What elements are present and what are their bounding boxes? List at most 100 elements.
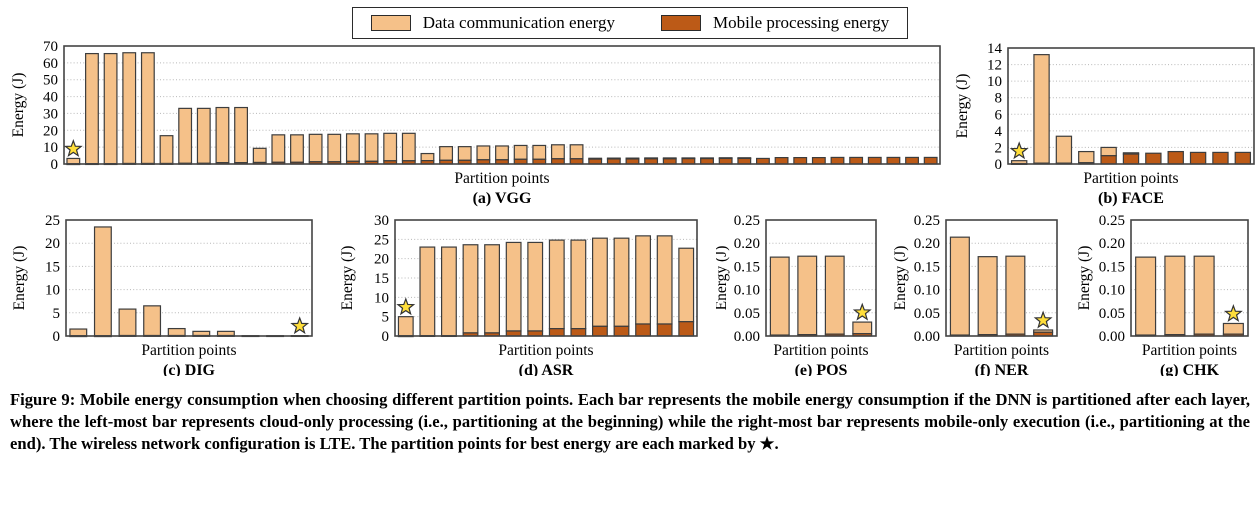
bar-communication-segment — [513, 144, 528, 160]
y-axis-tick-label: 2 — [995, 140, 1003, 156]
x-axis-label: Partition points — [773, 342, 868, 359]
bar-communication-segment — [678, 247, 695, 323]
best-energy-star-marker — [852, 302, 872, 321]
bar-processing-segment — [867, 156, 882, 165]
plot-border — [765, 219, 877, 337]
best-energy-star-marker — [290, 316, 310, 335]
bar-communication-segment — [1055, 135, 1073, 164]
y-axis-tick-label: 0.05 — [914, 306, 940, 322]
bar-communication-segment — [462, 244, 479, 334]
subplot-caption: (e) POS — [795, 362, 848, 376]
bar-processing-segment — [830, 156, 845, 165]
chart-face: 0 2 4 6 8 10 12 14 Energy (J) Partition points (b)… — [946, 41, 1260, 207]
y-axis-tick-label: 0.10 — [914, 283, 940, 299]
figure-caption: Figure 9: Mobile energy consumption when… — [10, 390, 1250, 454]
chart-dig: 0 5 10 15 20 25 Energy (J) Partition points (c) … — [8, 213, 318, 376]
best-energy-star-marker — [1033, 310, 1053, 329]
bar-processing-segment — [656, 323, 673, 337]
figure-9: Data communication energy Mobile process… — [0, 7, 1260, 455]
bar-communication-segment — [548, 239, 565, 330]
y-axis-tick-label: 0.10 — [734, 283, 760, 299]
subplot-caption: (a) VGG — [473, 190, 532, 207]
x-axis-label: Partition points — [498, 342, 593, 359]
bar-communication-segment — [440, 246, 457, 337]
y-axis-label: Energy (J) — [11, 246, 28, 311]
x-axis-label: Partition points — [141, 342, 236, 359]
bar-processing-segment — [718, 157, 733, 165]
bar-processing-segment — [923, 156, 938, 165]
y-axis-tick-label: 30 — [374, 213, 389, 229]
bar-communication-segment — [550, 144, 565, 160]
charts-row-bottom: 0 5 10 15 20 25 Energy (J) Partition points (c) … — [8, 213, 1252, 376]
plot-border — [63, 45, 941, 165]
chart-ner: 0.00 0.05 0.10 0.15 0.20 0.25 Energy (J) Partit… — [893, 213, 1061, 376]
y-axis-tick-label: 0.10 — [1099, 283, 1125, 299]
chart-svg-ner: 0.00 0.05 0.10 0.15 0.20 0.25 Energy (J) Partit… — [893, 213, 1058, 376]
y-axis-tick-label: 10 — [374, 290, 389, 306]
y-axis-tick-label: 0.20 — [1099, 236, 1125, 252]
bar-communication-segment — [192, 330, 211, 337]
bar-communication-segment — [178, 107, 193, 164]
bar-processing-segment — [1122, 153, 1140, 165]
bar-communication-segment — [949, 236, 970, 336]
bar-communication-segment — [527, 241, 544, 332]
bar-communication-segment — [1135, 256, 1157, 336]
bar-communication-segment — [196, 107, 211, 164]
y-axis-tick-label: 25 — [45, 213, 60, 229]
y-axis-tick-label: 0 — [53, 329, 61, 345]
bar-communication-segment — [159, 135, 174, 165]
bar-communication-segment — [1164, 255, 1186, 336]
y-axis-tick-label: 30 — [43, 106, 58, 122]
best-energy-star-marker — [396, 297, 416, 316]
y-axis-tick-label: 0.20 — [914, 236, 940, 252]
y-axis-tick-label: 0.15 — [1099, 259, 1125, 275]
bar-communication-segment — [308, 133, 323, 163]
y-axis-tick-label: 5 — [382, 310, 390, 326]
bar-processing-segment — [700, 158, 714, 165]
bar-communication-segment — [484, 244, 501, 334]
bar-processing-segment — [1100, 155, 1117, 165]
chart-asr: 0 5 10 15 20 25 30 Energy (J) Partition points (d… — [331, 213, 703, 376]
legend-item-mobile-processing: Mobile processing energy — [661, 13, 889, 33]
bar-processing-segment — [774, 156, 789, 165]
bar-processing-segment — [681, 158, 696, 165]
y-axis-tick-label: 0.00 — [914, 329, 940, 345]
y-axis-tick-label: 0.05 — [1099, 306, 1125, 322]
bar-communication-segment — [252, 147, 267, 164]
bar-communication-segment — [977, 256, 998, 336]
y-axis-tick-label: 0.25 — [734, 213, 760, 229]
y-axis-tick-label: 0.25 — [1099, 213, 1125, 229]
bar-communication-segment — [1005, 255, 1026, 335]
y-axis-tick-label: 0.25 — [914, 213, 940, 229]
y-axis-tick-label: 20 — [43, 123, 58, 139]
subplot-caption: (d) ASR — [519, 362, 574, 376]
bar-processing-segment — [1189, 151, 1207, 165]
y-axis-tick-label: 0 — [995, 157, 1003, 173]
bar-communication-segment — [420, 152, 435, 162]
mobile-processing-swatch — [661, 15, 702, 31]
x-axis-label: Partition points — [1083, 170, 1178, 187]
bar-communication-segment — [85, 52, 99, 165]
chart-svg-dig: 0 5 10 15 20 25 Energy (J) Partition points (c) … — [11, 213, 313, 376]
chart-vgg: 0 10 20 30 40 50 60 70 Energy (J) Partition point… — [8, 41, 946, 207]
chart-pos: 0.00 0.05 0.10 0.15 0.20 0.25 Energy (J) Partit… — [716, 213, 880, 376]
best-energy-star-marker — [63, 138, 83, 157]
bar-communication-segment — [495, 145, 509, 161]
bar-communication-segment — [345, 133, 360, 162]
bar-communication-segment — [613, 237, 630, 327]
bar-processing-segment — [1145, 152, 1162, 165]
bar-communication-segment — [532, 144, 547, 160]
bar-communication-segment — [797, 255, 818, 336]
y-axis-tick-label: 0.00 — [734, 329, 760, 345]
bar-communication-segment — [93, 226, 112, 337]
bar-communication-segment — [66, 157, 81, 165]
y-axis-tick-label: 0.20 — [734, 236, 760, 252]
bar-communication-segment — [419, 246, 436, 337]
bar-processing-segment — [849, 156, 864, 165]
bar-processing-segment — [591, 325, 608, 337]
bar-communication-segment — [383, 132, 398, 162]
bar-communication-segment — [216, 330, 235, 337]
bar-processing-segment — [548, 328, 565, 337]
